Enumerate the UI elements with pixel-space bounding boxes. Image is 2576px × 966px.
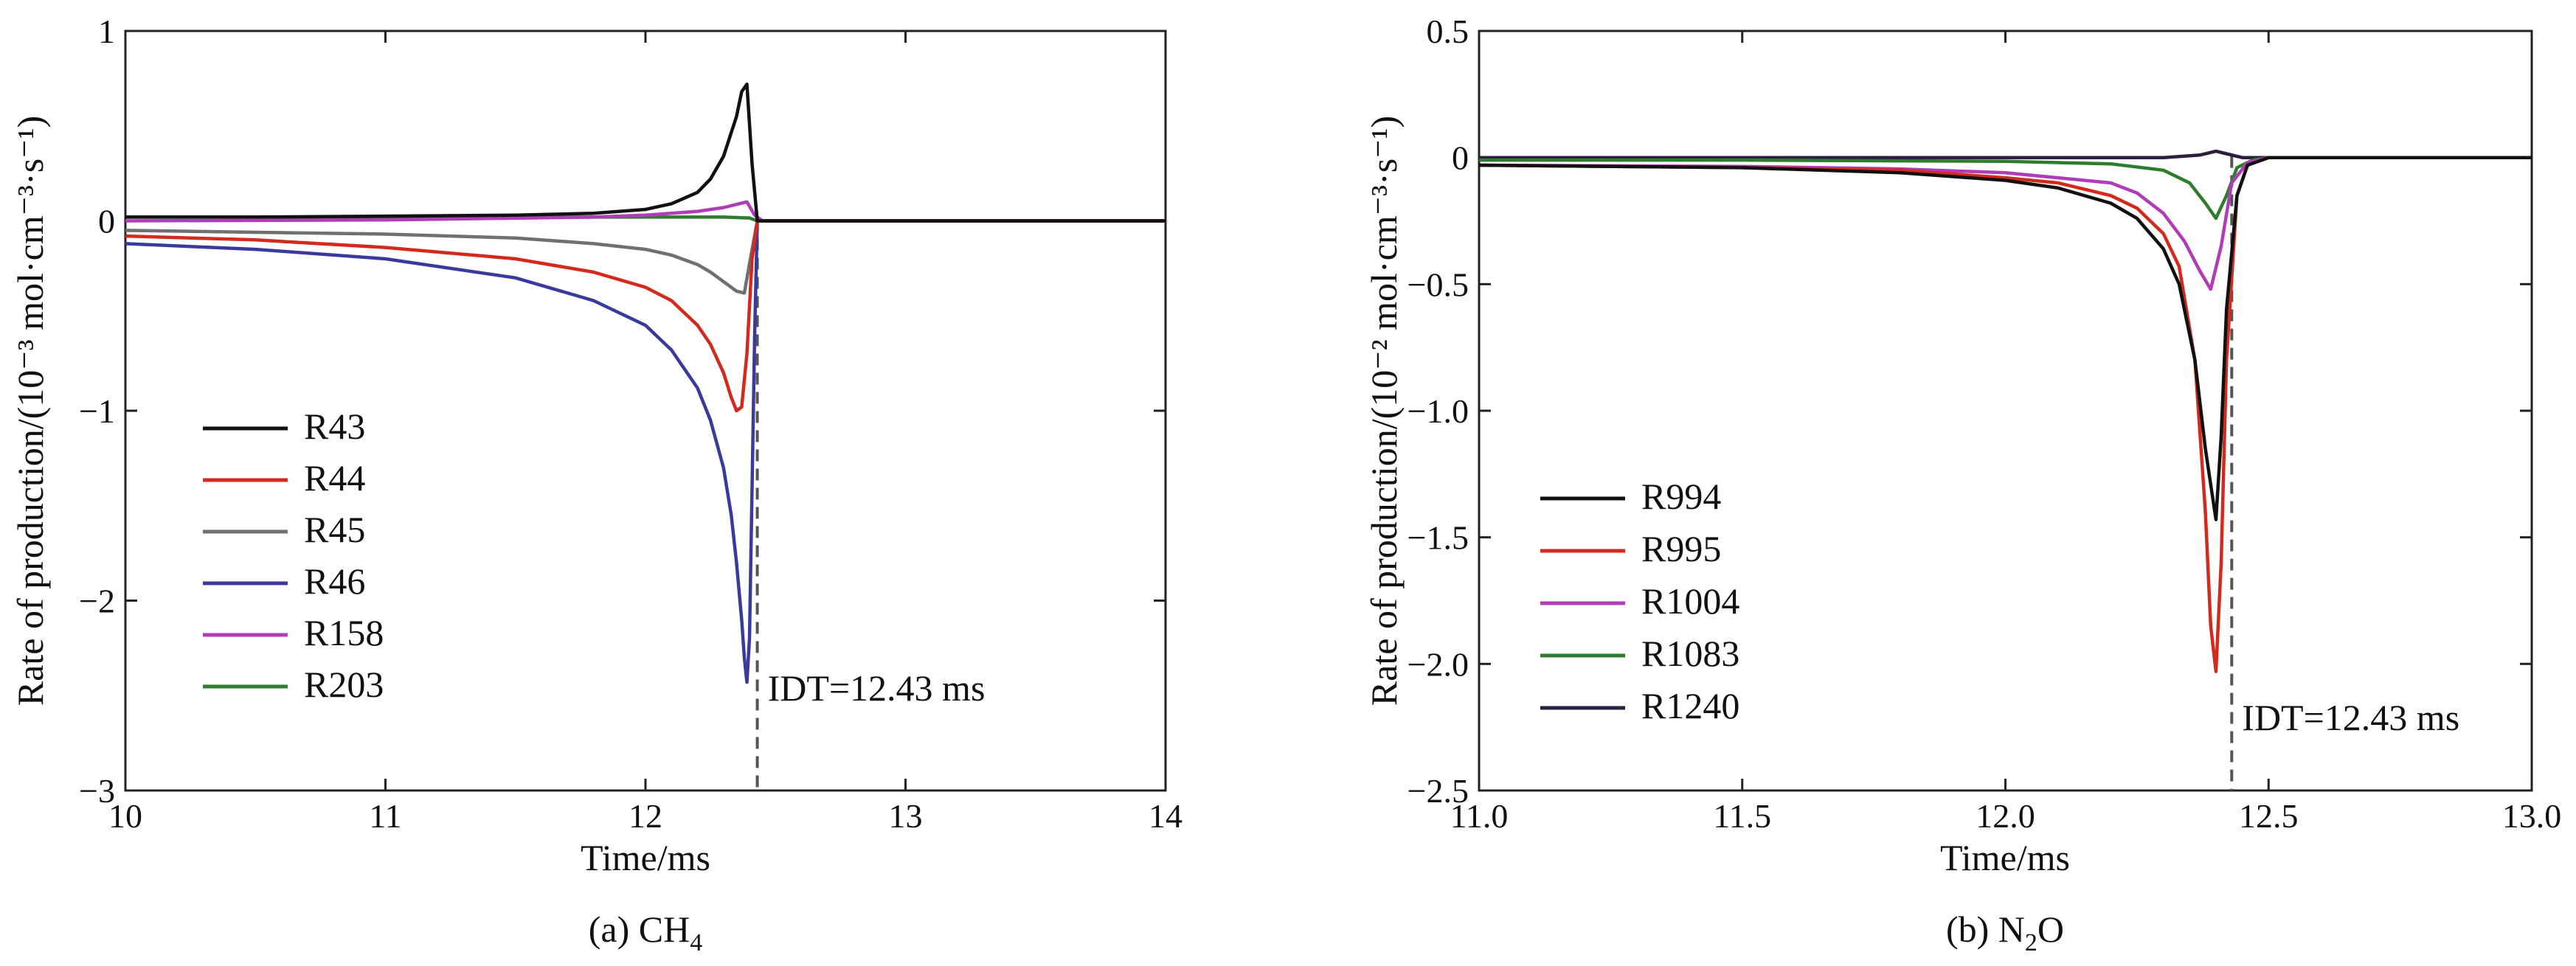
x-tick-label: 11 <box>369 797 401 835</box>
caption-subscript: 4 <box>690 929 702 956</box>
y-tick-label: −2 <box>79 583 115 620</box>
caption-tail: O <box>2037 908 2064 950</box>
caption-text: (b) N <box>1946 908 2025 950</box>
y-tick-label: −3 <box>79 772 115 810</box>
series-line-r43 <box>125 82 1166 223</box>
y-tick-label: −1.5 <box>1408 519 1469 557</box>
x-tick-label: 12 <box>629 797 662 835</box>
panel-a: 10 11 12 13 14 −3 −2 −1 0 1 IDT=12.43 ms R43 R44 R45 R… <box>10 13 1183 956</box>
panel-caption: (a) CH4 <box>589 908 702 956</box>
caption-text: (a) CH <box>589 908 690 950</box>
series-line-r995 <box>1479 156 2532 673</box>
x-tick-label: 12.5 <box>2239 797 2299 835</box>
x-tick-label: 13.0 <box>2502 797 2562 835</box>
x-axis-label: Time/ms <box>1940 837 2070 878</box>
y-tick-label: −2.5 <box>1408 772 1469 810</box>
y-tick-label: 0 <box>98 203 115 240</box>
y-tick-label: −0.5 <box>1408 265 1469 303</box>
y-tick-label: −2.0 <box>1408 645 1469 683</box>
x-axis-label: Time/ms <box>581 837 710 878</box>
panel-caption: (b) N2O <box>1946 908 2064 956</box>
series-line-r1004 <box>1479 156 2532 291</box>
legend-label: R43 <box>304 406 365 447</box>
x-tick-label: 11.5 <box>1713 797 1771 835</box>
legend-label: R1240 <box>1641 685 1739 726</box>
series-line-r45 <box>125 219 1166 295</box>
y-axis-label: Rate of production/(10⁻³ mol·cm⁻³·s⁻¹) <box>10 116 51 706</box>
x-tick-label: 11.0 <box>1450 797 1509 835</box>
legend-label: R203 <box>304 664 384 705</box>
y-tick-label: −1.0 <box>1408 392 1469 430</box>
panel-b: 11.0 11.5 12.0 12.5 13.0 −2.5 −2.0 −1.5 −1.0 −0.5… <box>1363 13 2561 956</box>
caption-subscript: 2 <box>2025 929 2037 956</box>
y-tick-label: 0 <box>1452 139 1469 177</box>
legend-label: R158 <box>304 612 384 653</box>
legend-label: R44 <box>304 457 365 498</box>
legend-label: R994 <box>1641 476 1721 517</box>
series-line-r46 <box>125 219 1166 684</box>
legend-label: R995 <box>1641 528 1721 569</box>
y-tick-label: 0.5 <box>1427 13 1469 50</box>
idt-annotation: IDT=12.43 ms <box>2242 697 2459 738</box>
y-axis-label: Rate of production/(10⁻² mol·cm⁻³·s⁻¹) <box>1363 116 1405 706</box>
y-tick-label: 1 <box>98 13 115 50</box>
series-line-r1240 <box>1479 149 2532 159</box>
series-line-r994 <box>1479 156 2532 521</box>
x-tick-label: 10 <box>108 797 142 835</box>
legend-label: R1083 <box>1641 633 1739 674</box>
plot-frame <box>124 29 1167 792</box>
legend-label: R45 <box>304 509 365 550</box>
idt-annotation: IDT=12.43 ms <box>768 667 986 709</box>
plot-frame <box>1478 29 2533 792</box>
legend-label: R46 <box>304 560 365 602</box>
x-tick-label: 12.0 <box>1976 797 2035 835</box>
x-tick-label: 13 <box>889 797 923 835</box>
y-tick-label: −1 <box>79 392 115 430</box>
x-tick-label: 14 <box>1149 797 1183 835</box>
legend-label: R1004 <box>1641 580 1739 622</box>
